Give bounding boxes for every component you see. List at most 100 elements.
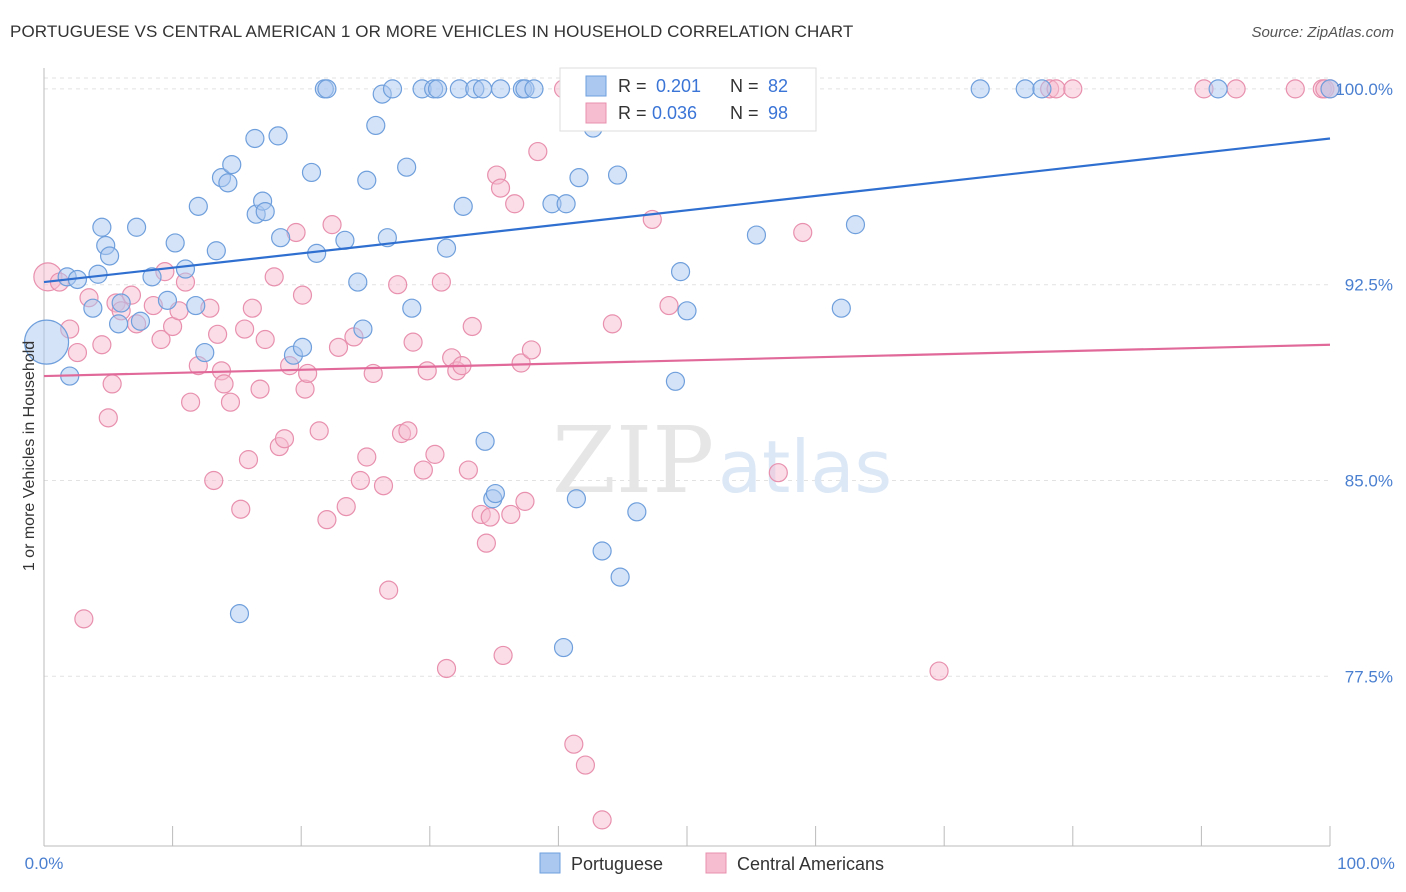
central-americans-point xyxy=(417,361,437,381)
portuguese-point xyxy=(222,154,242,175)
stats-legend-n-value-portuguese: 82 xyxy=(768,76,788,96)
central-americans-point xyxy=(328,337,349,357)
central-americans-point xyxy=(458,460,478,480)
central-americans-point xyxy=(403,332,423,352)
portuguese-point xyxy=(665,371,686,391)
series-legend-label-central: Central Americans xyxy=(737,854,884,874)
y-tick-label: 77.5% xyxy=(1345,667,1393,686)
stats-legend-n-value-central: 98 xyxy=(768,103,788,123)
central-americans-point xyxy=(250,379,270,399)
central-americans-point xyxy=(515,491,535,511)
portuguese-point xyxy=(317,79,337,99)
portuguese-point xyxy=(83,298,103,318)
portuguese-point xyxy=(592,541,612,561)
central-americans-point xyxy=(309,421,329,441)
central-americans-point xyxy=(592,810,612,830)
portuguese-point xyxy=(366,115,386,136)
portuguese-point xyxy=(142,267,162,287)
portuguese-point xyxy=(627,502,647,522)
portuguese-point xyxy=(402,298,422,318)
stats-legend-r-label-central: R = xyxy=(618,103,647,123)
central-americans-point xyxy=(151,329,171,350)
portuguese-point xyxy=(610,567,630,587)
stats-legend-n-label-central: N = xyxy=(730,103,759,123)
central-americans-point xyxy=(214,374,234,394)
portuguese-point xyxy=(397,157,417,177)
central-americans-point xyxy=(204,470,224,491)
series-legend: Portuguese Central Americans xyxy=(539,852,884,874)
portuguese-point xyxy=(475,431,495,451)
central-americans-point xyxy=(238,450,259,470)
central-americans-point xyxy=(793,222,813,243)
central-americans-point xyxy=(425,444,445,464)
watermark: ZIP atlas xyxy=(552,407,892,514)
portuguese-point xyxy=(490,79,511,99)
y-tick-label: 100.0% xyxy=(1335,80,1393,99)
central-americans-point xyxy=(231,499,251,519)
central-americans-point xyxy=(373,476,394,496)
central-americans-point xyxy=(102,374,122,394)
portuguese-point xyxy=(1208,79,1228,99)
trend-lines xyxy=(43,137,1331,378)
portuguese-point xyxy=(188,196,208,216)
stats-legend-n-label-portuguese: N = xyxy=(730,76,759,96)
portuguese-point xyxy=(271,228,291,248)
central-americans-point xyxy=(1285,79,1305,99)
central-americans-point xyxy=(505,194,525,214)
y-tick-label: 92.5% xyxy=(1345,276,1393,295)
portuguese-point xyxy=(335,230,355,250)
central-americans-point xyxy=(493,645,513,666)
portuguese-point xyxy=(472,79,493,99)
portuguese-point xyxy=(195,342,215,363)
central-americans-point xyxy=(602,314,623,334)
central-americans-point xyxy=(98,408,118,428)
central-americans-point xyxy=(501,504,521,525)
portuguese-point xyxy=(353,319,373,339)
central-americans-point xyxy=(388,275,408,295)
central-americans-point xyxy=(436,658,457,679)
portuguese-point xyxy=(845,215,866,235)
central-americans-point xyxy=(929,661,949,681)
central-americans-point xyxy=(521,340,541,360)
central-americans-point xyxy=(528,141,548,162)
central-americans-point xyxy=(431,272,451,292)
x-tick-marks xyxy=(43,826,1331,846)
central-americans-point xyxy=(317,510,337,530)
portuguese-point xyxy=(453,196,473,216)
portuguese-point xyxy=(99,246,120,266)
portuguese-point xyxy=(1032,79,1052,99)
portuguese-point xyxy=(357,170,377,190)
central-americans-point xyxy=(462,316,482,337)
stats-legend-r-value-portuguese: 0.201 xyxy=(656,76,701,96)
central-americans-point xyxy=(255,329,275,350)
central-americans-point xyxy=(413,460,433,480)
portuguese-point xyxy=(677,301,697,321)
portuguese-point xyxy=(831,298,851,318)
portuguese-point xyxy=(108,314,129,334)
central-americans-point xyxy=(490,178,511,198)
portuguese-point xyxy=(157,290,178,310)
central-americans-point xyxy=(398,421,418,441)
portuguese-point xyxy=(255,201,275,222)
central-americans-point xyxy=(1063,79,1083,99)
stats-legend: R = 0.201 N = 82 R = 0.036 N = 98 xyxy=(559,67,817,132)
portuguese-point xyxy=(218,173,238,193)
portuguese-point xyxy=(436,238,457,258)
y-tick-labels: 100.0% 92.5% 85.0% 77.5% xyxy=(1335,80,1393,686)
series-legend-swatch-central xyxy=(705,852,727,874)
portuguese-point xyxy=(348,272,368,292)
central-americans-point xyxy=(295,379,315,399)
portuguese-point xyxy=(111,293,131,313)
central-americans-point xyxy=(357,447,377,467)
portuguese-point xyxy=(382,79,403,99)
y-axis-title: 1 or more Vehicles in Household xyxy=(21,341,38,571)
central-americans-point xyxy=(1226,79,1246,99)
x-tick-label-max: 100.0% xyxy=(1337,854,1395,873)
portuguese-point xyxy=(130,311,151,331)
central-americans-point xyxy=(74,609,94,629)
central-americans-point xyxy=(659,295,679,316)
central-americans-point xyxy=(208,324,228,344)
stats-legend-r-label-portuguese: R = xyxy=(618,76,647,96)
portuguese-point xyxy=(566,489,587,509)
